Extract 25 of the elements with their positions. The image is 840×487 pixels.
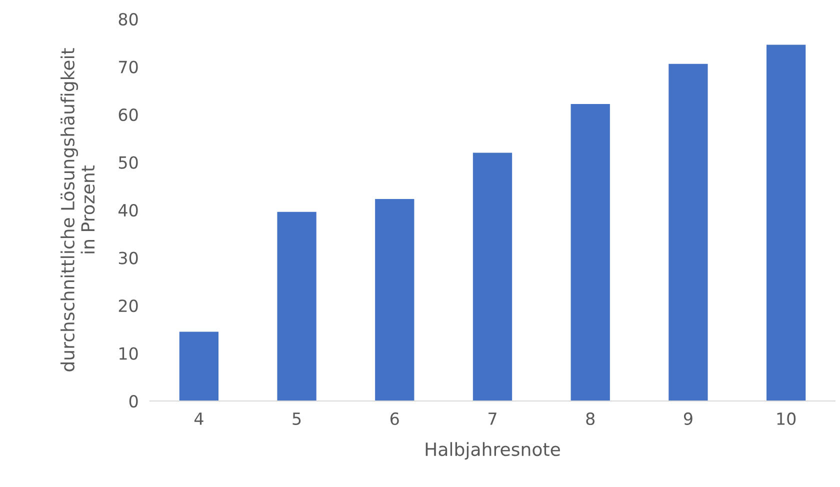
bar (766, 44, 806, 401)
bar (668, 64, 708, 401)
y-tick-label: 80 (118, 12, 138, 26)
y-axis-title: durchschnittliche Lösungshäufigkeit in Prozent (60, 48, 95, 372)
y-tick-label: 60 (118, 108, 138, 122)
x-tick-label: 6 (390, 412, 399, 426)
y-tick-label: 70 (119, 60, 138, 74)
bar (570, 104, 610, 401)
bar (277, 212, 316, 401)
bar (375, 199, 414, 401)
x-tick-label: 7 (488, 412, 496, 425)
bar (179, 332, 218, 401)
y-tick-label: 10 (120, 347, 138, 360)
y-tick-label: 0 (129, 394, 138, 408)
x-axis-title: Halbjahresnote (426, 442, 560, 460)
y-tick-label: 30 (118, 252, 138, 264)
x-tick-label: 8 (586, 412, 595, 426)
x-tick-label: 4 (194, 412, 204, 425)
y-tick-label: 40 (118, 204, 138, 217)
x-tick-label: 9 (684, 412, 692, 426)
y-tick-label: 20 (118, 299, 138, 312)
x-tick-label: 5 (292, 412, 301, 426)
x-tick-label: 10 (777, 412, 796, 426)
y-tick-label: 50 (118, 156, 138, 169)
bar (472, 152, 512, 401)
